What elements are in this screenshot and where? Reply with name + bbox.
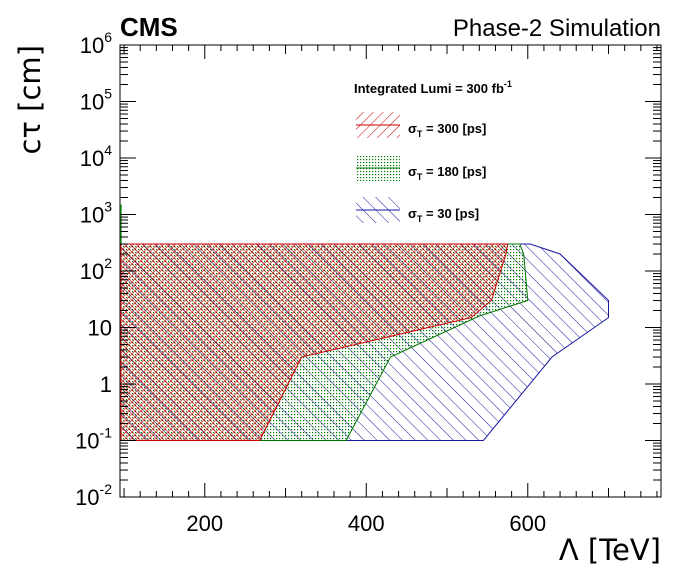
x-axis-title: Λ [TeV]	[559, 533, 661, 567]
y-axis-title: cτ [cm]	[13, 45, 47, 154]
x-tick-label: 600	[509, 511, 546, 536]
x-tick-label: 400	[348, 511, 385, 536]
y-tick-label: 10-1	[75, 425, 112, 454]
legend-label-30ps: σT = 30 [ps]	[408, 206, 479, 224]
y-tick-label: 1	[100, 372, 112, 397]
x-tick-label: 200	[186, 511, 223, 536]
y-tick-label: 102	[80, 255, 112, 284]
region-300-ps	[120, 243, 509, 441]
experiment-label: CMS	[120, 12, 178, 42]
legend-header-sup: -1	[504, 79, 512, 89]
y-tick-label: 10	[88, 316, 112, 341]
legend-label-300ps: σT = 300 [ps]	[408, 121, 486, 139]
y-tick-label: 103	[80, 199, 112, 228]
y-tick-label: 106	[80, 29, 112, 58]
subtitle: Phase-2 Simulation	[453, 15, 661, 42]
legend-header: Integrated Lumi = 300 fb-1	[354, 79, 512, 96]
y-tick-label: 105	[80, 86, 112, 115]
legend-header-text: Integrated Lumi = 300 fb	[354, 81, 504, 96]
y-tick-label: 10-2	[75, 481, 112, 510]
legend: Integrated Lumi = 300 fb-1 σT = 300 [ps]…	[354, 79, 512, 224]
legend-label-180ps: σT = 180 [ps]	[408, 164, 486, 182]
y-tick-label: 104	[80, 142, 112, 171]
